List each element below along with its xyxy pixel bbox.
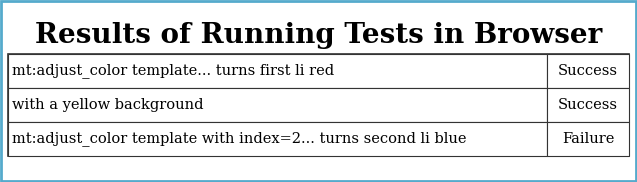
- Bar: [547, 122, 629, 156]
- Text: mt:adjust_color template with index=2... turns second li blue: mt:adjust_color template with index=2...…: [12, 132, 466, 147]
- Bar: [547, 54, 629, 88]
- Bar: [8, 88, 547, 122]
- Text: Success: Success: [558, 98, 618, 112]
- Text: Success: Success: [558, 64, 618, 78]
- Text: with a yellow background: with a yellow background: [12, 98, 203, 112]
- Bar: [8, 54, 629, 156]
- Text: Results of Running Tests in Browser: Results of Running Tests in Browser: [35, 22, 602, 49]
- Text: mt:adjust_color template... turns first li red: mt:adjust_color template... turns first …: [12, 64, 334, 78]
- Bar: [8, 54, 547, 88]
- Bar: [8, 122, 547, 156]
- Bar: [547, 88, 629, 122]
- Text: Failure: Failure: [562, 132, 614, 146]
